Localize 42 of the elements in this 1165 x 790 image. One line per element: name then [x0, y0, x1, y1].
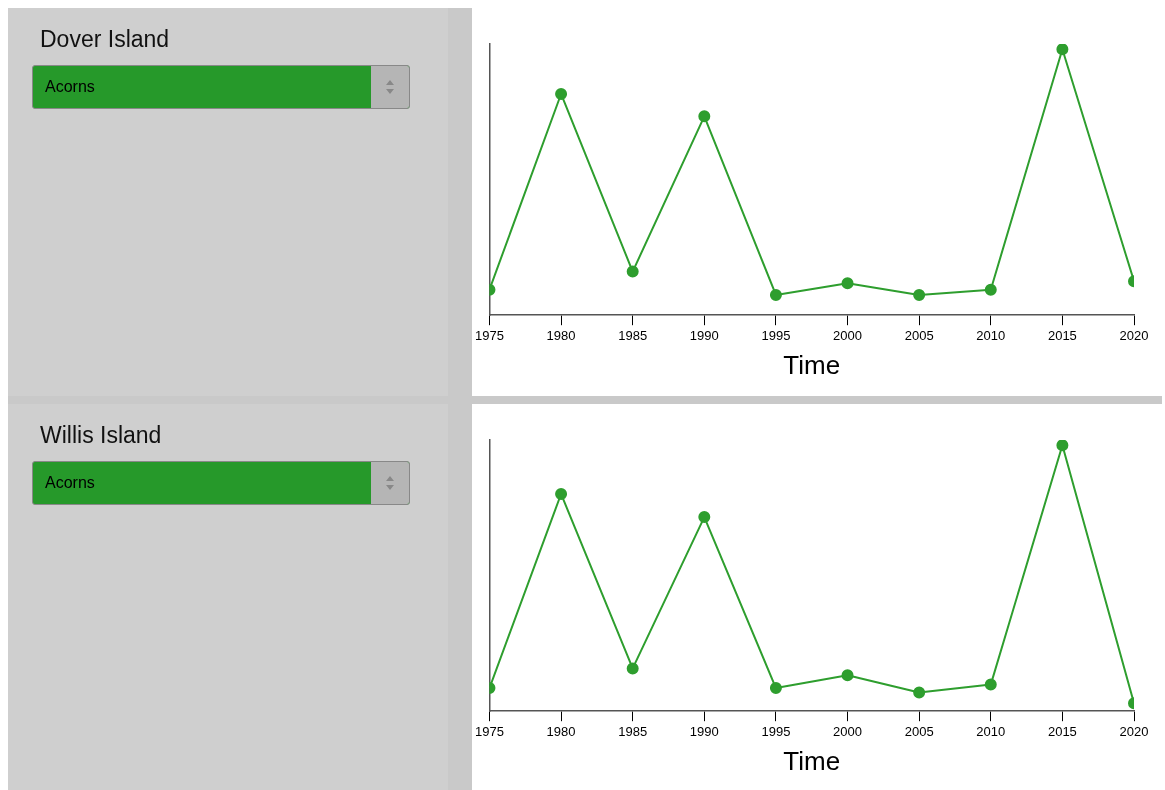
point — [913, 288, 926, 301]
point — [841, 669, 854, 682]
point — [626, 662, 639, 675]
x-axis-title: Time — [783, 349, 841, 380]
x-tick-label: 1985 — [618, 327, 648, 343]
point — [1056, 44, 1069, 56]
x-tick-label: 1995 — [761, 723, 791, 739]
x-tick-label: 2000 — [833, 723, 862, 739]
x-tick-label: 1985 — [618, 723, 648, 739]
text: Acorns — [44, 77, 96, 97]
point — [555, 487, 568, 500]
x-tick-label: 2015 — [1047, 327, 1077, 343]
x-tick-label: 1975 — [475, 723, 504, 739]
x-tick-label: 1975 — [475, 327, 504, 343]
x-tick-label: 1990 — [689, 327, 719, 343]
point — [769, 682, 782, 695]
point — [698, 110, 711, 123]
text: Dover Island — [40, 26, 171, 53]
point — [1056, 440, 1069, 452]
x-axis-title: Time — [783, 745, 841, 776]
x-tick-label: 1990 — [689, 723, 719, 739]
point — [769, 288, 782, 301]
x-tick-label: 2010 — [976, 327, 1006, 343]
point — [555, 87, 568, 100]
point — [984, 678, 997, 691]
x-tick-label: 2015 — [1047, 723, 1077, 739]
x-tick-label: 2020 — [1119, 327, 1149, 343]
point — [984, 283, 997, 296]
point — [626, 265, 639, 278]
x-tick-label: 2020 — [1119, 723, 1149, 739]
point — [698, 511, 711, 524]
x-tick-label: 2000 — [833, 327, 862, 343]
x-tick-label: 1995 — [761, 327, 791, 343]
text: Willis Island — [40, 422, 163, 449]
x-tick-label: 1980 — [546, 723, 576, 739]
x-tick-label: 1980 — [546, 327, 576, 343]
x-tick-label: 2010 — [976, 723, 1006, 739]
text: Acorns — [44, 473, 96, 493]
point — [841, 277, 854, 290]
point — [913, 686, 926, 699]
x-tick-label: 2005 — [904, 327, 934, 343]
x-tick-label: 2005 — [904, 723, 934, 739]
